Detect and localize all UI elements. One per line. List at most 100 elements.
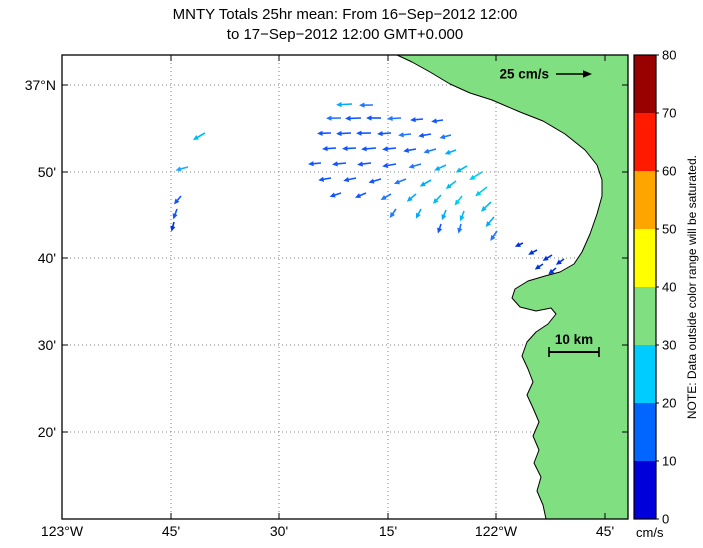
- vector-head: [459, 215, 465, 222]
- colorbar-segment: [634, 287, 656, 345]
- current-vector: [170, 221, 176, 232]
- current-vector: [406, 193, 417, 202]
- plot-border: [61, 54, 629, 520]
- current-vector: [172, 208, 178, 220]
- vector-shaft: [421, 133, 432, 137]
- vector-head: [528, 249, 535, 255]
- vector-head: [192, 134, 199, 140]
- current-vector: [432, 194, 442, 204]
- vector-head: [393, 179, 401, 185]
- current-vector: [354, 192, 367, 198]
- current-vector: [318, 176, 332, 182]
- colorbar-tick-label: 30: [662, 338, 676, 353]
- vector-head: [366, 115, 372, 121]
- vector-head: [359, 102, 365, 108]
- vector-head: [432, 198, 439, 204]
- current-vector: [361, 146, 377, 152]
- current-vector: [175, 166, 189, 172]
- colorbar-segment: [634, 55, 656, 113]
- current-vector: [423, 148, 437, 154]
- colorbar-segment: [634, 171, 656, 229]
- current-vector: [308, 161, 322, 167]
- vector-head: [345, 115, 351, 121]
- current-vector: [454, 195, 463, 206]
- vector-shaft: [321, 177, 332, 181]
- vector-shaft: [422, 179, 432, 186]
- current-vector: [317, 130, 332, 136]
- land-polygon: [396, 54, 629, 520]
- vector-head: [403, 147, 410, 153]
- colorbar-note-text: NOTE: Data outside color range will be s…: [685, 154, 699, 420]
- current-vector: [329, 192, 342, 198]
- vector-head: [454, 199, 461, 206]
- current-vector: [457, 223, 463, 234]
- vector-head: [175, 166, 182, 172]
- vector-head: [431, 118, 437, 124]
- vector-head: [548, 268, 555, 275]
- vector-head: [542, 255, 549, 261]
- current-vector: [343, 177, 357, 183]
- scale-bar-label: 10 km: [555, 332, 593, 347]
- current-vector: [542, 254, 553, 261]
- current-vector: [322, 145, 337, 152]
- colorbar-tick-label: 80: [662, 48, 676, 63]
- colorbar-tick-label: 60: [662, 164, 676, 179]
- vector-head: [555, 259, 562, 265]
- colorbar-tick-label: 10: [662, 454, 676, 469]
- current-vector: [528, 249, 538, 255]
- current-vector: [555, 258, 565, 265]
- vector-shaft: [325, 147, 337, 150]
- vector-shaft: [339, 103, 353, 106]
- current-vector: [336, 101, 353, 108]
- vector-head: [415, 212, 421, 219]
- current-vector: [359, 102, 374, 108]
- vector-head: [332, 161, 338, 167]
- vector-head: [490, 234, 496, 241]
- vector-head: [387, 115, 393, 122]
- current-vector: [490, 230, 498, 241]
- current-vector: [366, 115, 381, 121]
- colorbar-segment: [634, 461, 656, 519]
- colorbar-segment: [634, 113, 656, 171]
- current-vector: [173, 195, 182, 205]
- vector-head: [318, 176, 325, 182]
- current-vector: [345, 115, 362, 121]
- current-vector: [548, 267, 557, 275]
- current-vector: [514, 242, 524, 247]
- colorbar-segment: [634, 229, 656, 287]
- colorbar-tick-label: 20: [662, 396, 676, 411]
- vector-head: [336, 130, 342, 137]
- vector-head: [342, 145, 348, 152]
- current-vector: [192, 132, 206, 140]
- vector-shaft: [477, 186, 488, 195]
- current-vector: [356, 130, 372, 136]
- vector-head: [419, 181, 426, 187]
- current-vector: [534, 263, 544, 270]
- vector-head: [485, 221, 492, 227]
- vector-head: [170, 225, 176, 232]
- current-vector: [445, 180, 457, 190]
- current-vector: [418, 132, 432, 138]
- current-vector: [389, 208, 397, 219]
- vector-head: [172, 213, 178, 220]
- current-vector: [393, 178, 407, 185]
- vector-shaft: [385, 147, 397, 150]
- current-vector: [326, 115, 342, 121]
- vector-head: [445, 183, 452, 190]
- current-vector: [437, 223, 443, 234]
- colorbar-segment: [634, 403, 656, 461]
- vector-shaft: [345, 147, 357, 150]
- vector-shaft: [339, 132, 352, 135]
- vector-head: [368, 178, 375, 184]
- chart-title: MNTY Totals 25hr mean: From 16−Sep−2012 …: [62, 5, 628, 45]
- current-vector: [431, 118, 444, 124]
- current-vector: [485, 216, 495, 227]
- current-vector: [455, 165, 468, 173]
- vector-shaft: [483, 201, 492, 210]
- vector-head: [354, 193, 362, 198]
- vector-head: [377, 130, 383, 137]
- vector-shaft: [472, 171, 483, 179]
- current-vector: [336, 130, 352, 137]
- colorbar-segment: [634, 345, 656, 403]
